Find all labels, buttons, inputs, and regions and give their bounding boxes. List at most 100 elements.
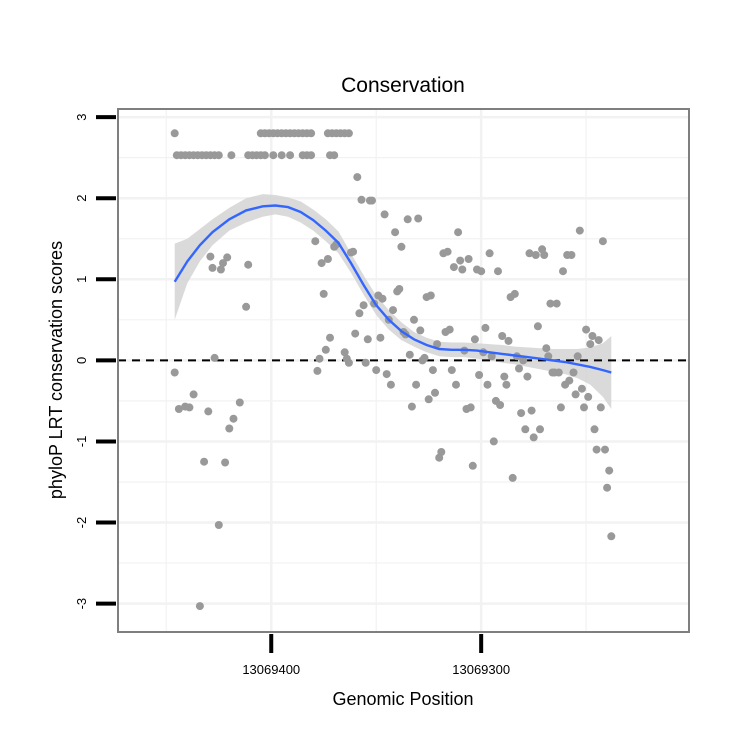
x-axis: 13069400 13069300 [242, 634, 510, 677]
data-point [542, 344, 551, 353]
data-point [244, 260, 253, 269]
data-point [414, 214, 423, 223]
data-point [559, 267, 567, 276]
data-point [582, 325, 591, 334]
data-point [269, 151, 278, 160]
data-point [185, 403, 194, 412]
data-point [395, 285, 404, 293]
data-point [468, 461, 477, 470]
panel-border [117, 108, 690, 633]
data-point [349, 247, 358, 256]
data-point [428, 366, 437, 375]
data-point [449, 263, 458, 272]
y-axis: -3 -2 -1 0 1 2 3 [74, 113, 116, 609]
data-point [546, 299, 555, 308]
data-point [569, 368, 578, 377]
data-point [397, 242, 406, 251]
data-point [458, 265, 467, 274]
y-tick-label: -3 [74, 598, 89, 610]
confidence-band [174, 194, 612, 409]
data-point [466, 403, 475, 412]
data-point [521, 425, 530, 434]
data-point [416, 326, 425, 335]
data-point [464, 255, 473, 263]
data-point [221, 458, 230, 467]
data-point [407, 402, 416, 411]
data-point [544, 352, 553, 361]
data-point [445, 325, 454, 334]
y-tick-label: -2 [74, 517, 89, 529]
data-point [170, 368, 179, 377]
data-point [515, 364, 523, 373]
data-point [552, 299, 561, 308]
data-point [420, 353, 429, 362]
data-point [588, 332, 597, 340]
y-axis-label: phyloP LRT conservation scores [46, 241, 66, 499]
data-point [355, 309, 364, 318]
data-point [443, 247, 452, 256]
data-point [592, 445, 601, 454]
y-tick-label: 3 [74, 113, 89, 120]
data-point [223, 253, 232, 262]
data-point [567, 251, 576, 259]
x-axis-label: Genomic Position [332, 689, 473, 709]
data-point [508, 473, 517, 482]
data-point [496, 401, 505, 409]
data-point [470, 335, 479, 344]
data-point [389, 306, 397, 315]
data-point [313, 366, 322, 375]
data-point [307, 129, 316, 138]
data-point [527, 406, 536, 415]
data-point [372, 366, 381, 375]
data-point [403, 215, 412, 224]
data-point [208, 263, 217, 272]
data-point [577, 384, 586, 393]
data-point [286, 151, 295, 160]
data-point [344, 358, 353, 367]
data-point [242, 302, 251, 311]
y-tick-label: 0 [74, 357, 89, 364]
data-point [573, 352, 582, 361]
data-point [525, 249, 534, 258]
data-point [487, 352, 496, 361]
data-point [485, 249, 494, 258]
grid-lines [118, 109, 689, 632]
data-point [235, 398, 244, 407]
data-point [575, 226, 584, 235]
data-point [363, 335, 372, 344]
data-point [200, 457, 209, 466]
data-point [210, 353, 219, 362]
data-point [533, 322, 542, 331]
data-point [315, 354, 324, 363]
data-point [517, 409, 526, 418]
data-point [498, 332, 507, 340]
data-point [353, 173, 362, 182]
data-point [219, 259, 227, 268]
data-point [378, 294, 387, 303]
y-tick-label: 1 [74, 276, 89, 283]
data-point [494, 267, 502, 276]
data-point [504, 336, 513, 345]
data-point [452, 380, 460, 389]
data-point [529, 433, 538, 442]
data-point [340, 348, 349, 357]
data-point [481, 323, 490, 332]
data-point [475, 371, 484, 379]
data-point [607, 532, 616, 541]
data-point [380, 210, 389, 219]
data-point [565, 376, 574, 385]
data-point [431, 388, 439, 397]
data-point [594, 336, 603, 345]
data-point [536, 425, 544, 434]
data-point [330, 151, 339, 160]
data-point [189, 390, 198, 399]
data-point [323, 255, 332, 263]
data-point [321, 345, 330, 354]
data-point [214, 521, 223, 529]
chart-title: Conservation [341, 74, 465, 97]
data-point [454, 228, 463, 237]
data-point [531, 251, 540, 259]
data-point [260, 151, 269, 160]
data-point [357, 195, 366, 204]
